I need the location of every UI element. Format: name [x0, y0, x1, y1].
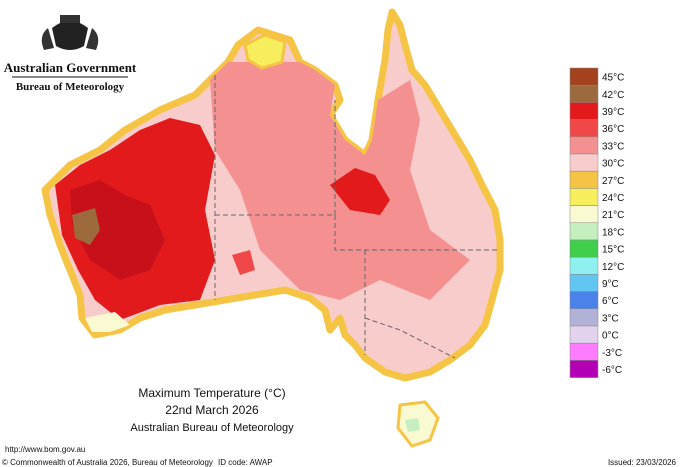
legend-label: 18°C: [602, 227, 624, 238]
crest-star: [60, 15, 80, 23]
legend-label: 42°C: [602, 90, 624, 101]
legend-swatch: [569, 291, 599, 310]
legend-label: 6°C: [602, 296, 619, 307]
legend-swatch: [569, 239, 599, 258]
legend-label: 24°C: [602, 193, 624, 204]
legend-label: 33°C: [602, 141, 624, 152]
legend-swatch: [569, 170, 599, 189]
legend-swatch: [569, 274, 599, 292]
legend-label: 3°C: [602, 313, 619, 324]
legend-label: 30°C: [602, 159, 624, 170]
legend-label: -3°C: [602, 348, 622, 359]
legend-label: 12°C: [602, 262, 624, 273]
zone-39-core: [70, 180, 165, 280]
legend-swatch: [569, 325, 599, 344]
legend-swatch: [569, 308, 599, 327]
legend-label: 21°C: [602, 210, 624, 221]
state-border: [364, 317, 456, 359]
legend-label: 0°C: [602, 331, 619, 342]
state-border: [334, 215, 497, 251]
legend-swatch: [569, 205, 599, 224]
legend-label: 36°C: [602, 124, 624, 135]
footer-url: http://www.bom.gov.au: [5, 445, 85, 454]
legend-label: 45°C: [602, 73, 624, 84]
legend-swatch: [569, 222, 599, 241]
map-caption: Maximum Temperature (°C) 22nd March 2026…: [130, 386, 294, 434]
legend-label: 39°C: [602, 107, 624, 118]
bureau-title: Bureau of Meteorology: [16, 81, 125, 93]
zone-21: [85, 312, 130, 332]
footer-copyright: © Commonwealth of Australia 2026, Bureau…: [2, 458, 213, 467]
zone-36: [232, 250, 255, 275]
legend-swatch: [569, 119, 599, 138]
legend-swatch: [569, 84, 599, 103]
australia-map: [41, 8, 504, 448]
legend-swatch: [569, 67, 599, 86]
map-title: Maximum Temperature (°C): [138, 386, 285, 400]
legend-swatch: [569, 136, 599, 155]
legend-swatch: [569, 342, 599, 361]
legend: 45°C 42°C 39°C 36°C 33°C 30°C 27°C 24°C 21°C 18°C…: [569, 67, 624, 378]
legend-swatch: [569, 360, 599, 378]
gov-title: Australian Government: [4, 60, 137, 75]
map-date: 22nd March 2026: [165, 403, 259, 417]
zone-18: [405, 418, 420, 432]
legend-label: 27°C: [602, 176, 624, 187]
logo: Australian Government Bureau of Meteorol…: [4, 15, 137, 93]
legend-label: 15°C: [602, 245, 624, 256]
legend-swatch: [569, 153, 599, 172]
footer-id: ID code: AWAP: [218, 458, 273, 467]
legend-swatch: [569, 188, 599, 206]
legend-label: -6°C: [602, 365, 622, 376]
crest-supporters: [41, 28, 99, 50]
zone-24: [243, 33, 287, 70]
crest: [52, 21, 88, 50]
footer: http://www.bom.gov.au © Commonwealth of …: [2, 445, 677, 467]
zone-39-east: [330, 168, 390, 215]
map-source: Australian Bureau of Meteorology: [130, 422, 294, 434]
legend-swatch: [569, 102, 599, 120]
legend-swatch: [569, 256, 599, 275]
zone-42: [72, 208, 100, 245]
legend-label: 9°C: [602, 279, 619, 290]
footer-issued: Issued: 23/03/2026: [608, 458, 677, 467]
